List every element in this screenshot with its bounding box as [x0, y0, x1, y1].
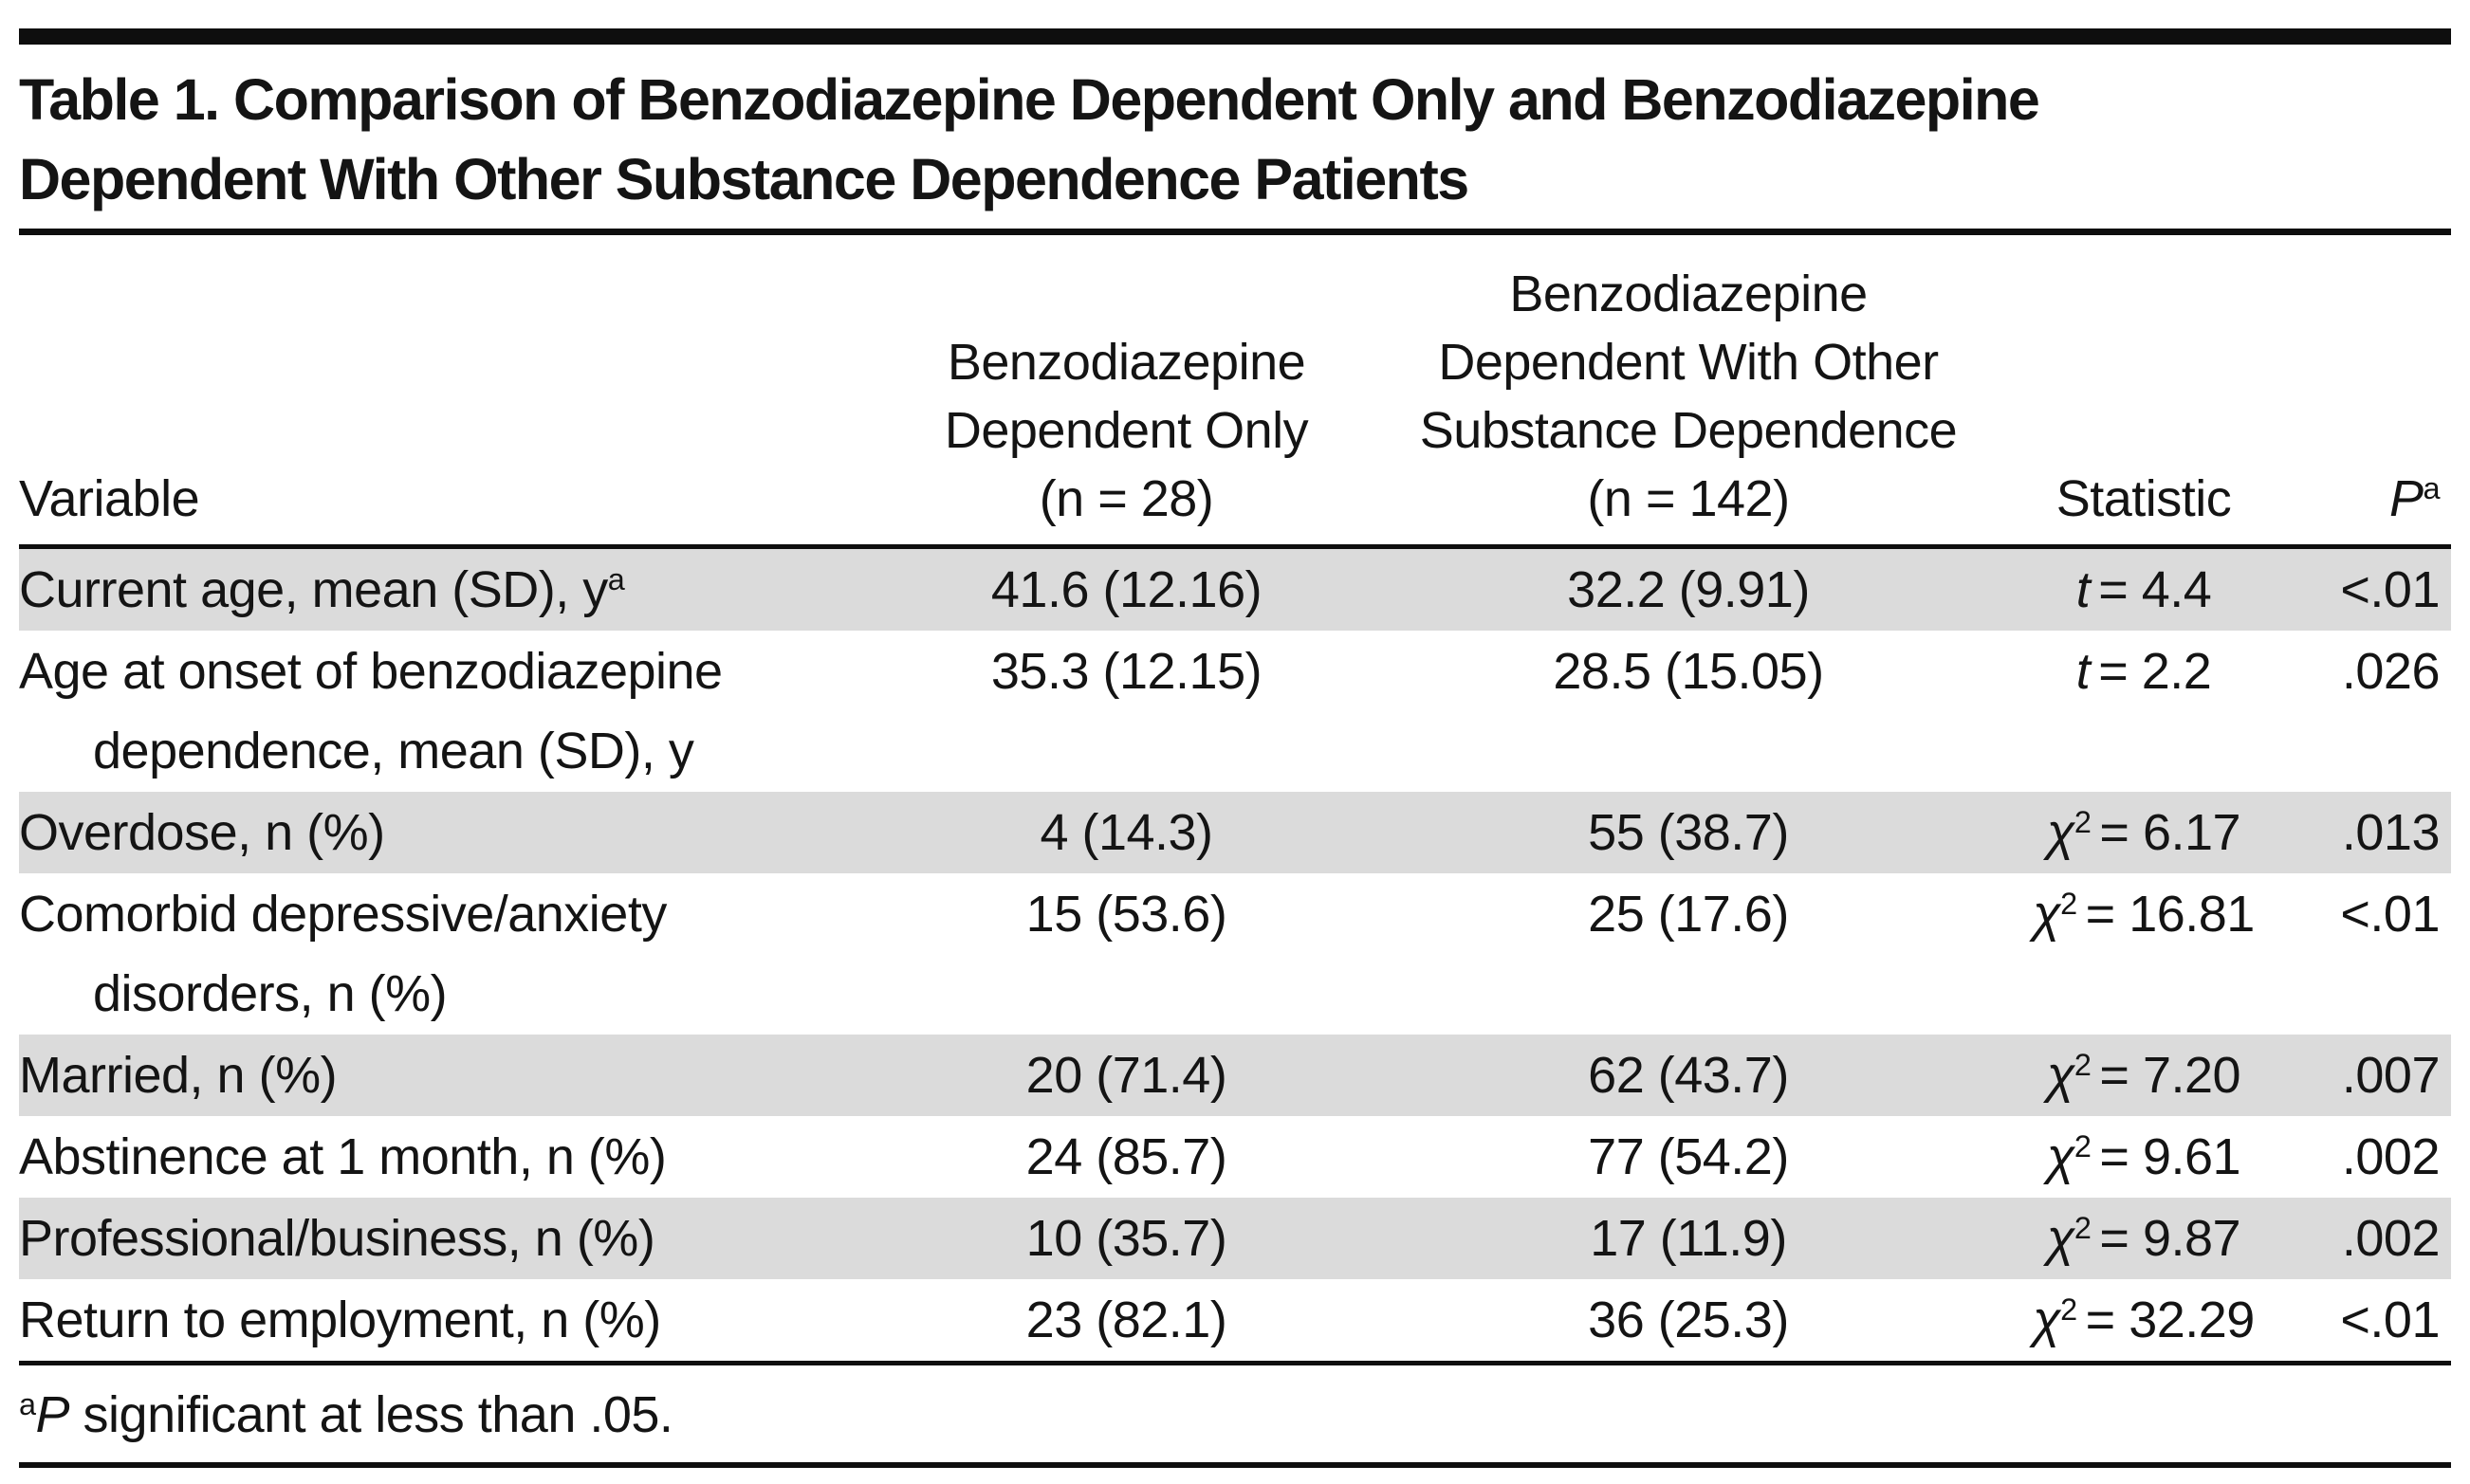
statistic-value: χ2 = 9.61: [2046, 1128, 2241, 1185]
row-label: Current age, mean (SD), ya: [19, 561, 625, 618]
p-value: .026: [2341, 643, 2441, 700]
group2-value: 28.5 (15.05): [1553, 643, 1824, 700]
table-row: Return to employment, n (%) 23 (82.1) 36…: [19, 1279, 2451, 1365]
table-row: Age at onset of benzodiazepine dependence…: [19, 631, 2451, 792]
table-row: Current age, mean (SD), ya 41.6 (12.16) …: [19, 546, 2451, 631]
group1-value: 15 (53.6): [1025, 886, 1227, 943]
row-label: Overdose, n (%): [19, 804, 385, 861]
p-value: <.01: [2300, 1279, 2451, 1365]
table-body: Current age, mean (SD), ya 41.6 (12.16) …: [19, 546, 2451, 1365]
group1-value: 4 (14.3): [1040, 804, 1213, 861]
group1-value: 35.3 (12.15): [990, 643, 1263, 700]
header-statistic: Statistic: [1987, 235, 2300, 549]
table-row: Overdose, n (%) 4 (14.3) 55 (38.7) χ2 = 6…: [19, 792, 2451, 873]
table-header: Variable Benzodiazepine Dependent Only (…: [19, 235, 2451, 549]
group2-value: 17 (11.9): [1590, 1210, 1787, 1267]
header-p-value: Pa: [2300, 235, 2451, 549]
statistic-value: t = 2.2: [2075, 643, 2212, 700]
row-label: Abstinence at 1 month, n (%): [19, 1128, 667, 1185]
group1-value: 20 (71.4): [1025, 1047, 1227, 1104]
table-row: Comorbid depressive/anxiety disorders, n …: [19, 873, 2451, 1035]
group1-value: 23 (82.1): [863, 1279, 1390, 1365]
header-variable: Variable: [19, 235, 863, 549]
statistic-value: χ2 = 6.17: [2046, 804, 2241, 861]
row-label: Professional/business, n (%): [19, 1210, 655, 1267]
statistic-value: t = 4.4: [2075, 561, 2212, 618]
group2-value: 36 (25.3): [1390, 1279, 1987, 1365]
footnote-text: significant at less than .05.: [69, 1386, 673, 1443]
table-title: Table 1. Comparison of Benzodiazepine De…: [19, 60, 2451, 235]
group2-value: 32.2 (9.91): [1567, 561, 1810, 618]
group2-value: 55 (38.7): [1588, 804, 1789, 861]
table-row: Abstinence at 1 month, n (%) 24 (85.7) 7…: [19, 1116, 2451, 1198]
row-label: Age at onset of benzodiazepine dependence…: [19, 643, 723, 779]
p-value: .002: [2341, 1210, 2441, 1267]
group2-value: 62 (43.7): [1588, 1047, 1789, 1104]
table-title-line-2: Dependent With Other Substance Dependenc…: [19, 147, 1469, 211]
header-benzo-only: Benzodiazepine Dependent Only (n = 28): [863, 235, 1390, 549]
p-value: .007: [2341, 1047, 2441, 1104]
row-label: Married, n (%): [19, 1047, 338, 1104]
statistic-value: χ2 = 9.87: [2046, 1210, 2241, 1267]
p-value: .013: [2341, 804, 2441, 861]
p-value: <.01: [2340, 561, 2440, 618]
table-row: Professional/business, n (%) 10 (35.7) 1…: [19, 1198, 2451, 1279]
row-label: Comorbid depressive/anxiety disorders, n …: [19, 886, 667, 1022]
statistic-value: χ2 = 32.29: [1987, 1279, 2300, 1365]
table-footnote: aP significant at less than .05.: [19, 1365, 2451, 1468]
group1-value: 41.6 (12.16): [990, 561, 1263, 618]
statistic-value: χ2 = 16.81: [2033, 886, 2255, 943]
table-title-line-1: Table 1. Comparison of Benzodiazepine De…: [19, 67, 2040, 132]
group2-value: 77 (54.2): [1588, 1128, 1789, 1185]
p-value: <.01: [2340, 886, 2440, 943]
p-value: .002: [2341, 1128, 2441, 1185]
row-label: Return to employment, n (%): [19, 1279, 863, 1365]
group2-value: 25 (17.6): [1588, 886, 1789, 943]
table-row: Married, n (%) 20 (71.4) 62 (43.7) χ2 = 7…: [19, 1035, 2451, 1116]
comparison-table: Variable Benzodiazepine Dependent Only (…: [19, 235, 2451, 1365]
group1-value: 10 (35.7): [1025, 1210, 1227, 1267]
statistic-value: χ2 = 7.20: [2046, 1047, 2241, 1104]
header-benzo-other-substance: Benzodiazepine Dependent With Other Subs…: [1390, 235, 1987, 549]
group1-value: 24 (85.7): [1025, 1128, 1227, 1185]
table-top-rule: [19, 28, 2451, 45]
